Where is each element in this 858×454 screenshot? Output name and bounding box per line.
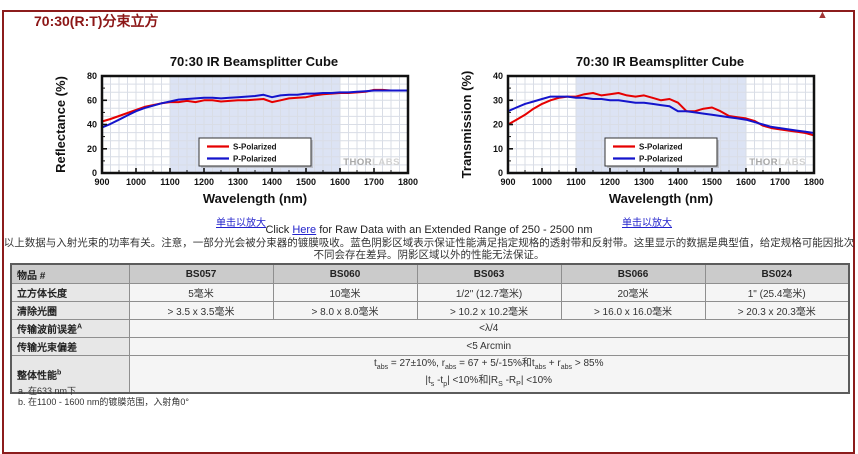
svg-text:900: 900 [94,177,109,187]
description-line-2: 不同会存在差异。阴影区域以外的性能无法保证。 [313,248,545,261]
header-bs024: BS024 [704,263,850,284]
spec-table: 物品 # BS057 BS060 BS063 BS066 BS024 立方体长度… [10,263,850,394]
reflectance-chart: 900 1000 1100 1200 1300 1400 1500 1600 1700 1800 0… [53,71,418,206]
svg-text:1300: 1300 [634,177,654,187]
reflectance-chart-title: 70:30 IR Beamsplitter Cube [169,54,339,69]
performance-formula-line-2: |ts -tp| <10%和|RS -RP| <10% [425,375,553,388]
svg-text:1800: 1800 [804,177,824,187]
svg-text:1100: 1100 [566,177,586,187]
svg-text:1600: 1600 [330,177,350,187]
svg-text:80: 80 [87,71,97,81]
header-bs063: BS063 [416,263,562,284]
footnote-a: a. 在633 nm下 [18,386,77,396]
raw-data-line: Click Here for Raw Data with an Extended… [0,224,858,236]
table-row-beam-deviation: 传输光束偏差 <5 Arcmin [10,337,850,356]
svg-text:Reflectance (%): Reflectance (%) [53,76,68,173]
description: 以上数据与入射光束的功率有关。注意，一部分光会被分束器的镀膜吸收。蓝色阴影区域表… [0,237,858,261]
raw-data-suffix: for Raw Data with an Extended Range of 2… [316,224,593,236]
raw-data-prefix: Click [265,224,293,236]
svg-text:1000: 1000 [532,177,552,187]
svg-text:Wavelength (nm): Wavelength (nm) [203,191,307,206]
cell: 1/2" (12.7毫米) [416,283,562,302]
cell: > 16.0 x 16.0毫米 [560,301,706,320]
svg-text:0: 0 [498,168,503,178]
cell: > 20.3 x 20.3毫米 [704,301,850,320]
row-label: 立方体长度 [10,283,130,302]
svg-text:1200: 1200 [194,177,214,187]
table-row-cube-length: 立方体长度 5毫米 10毫米 1/2" (12.7毫米) 20毫米 1" (25… [10,283,850,302]
cell: 10毫米 [272,283,418,302]
svg-text:0: 0 [92,168,97,178]
svg-text:1400: 1400 [262,177,282,187]
svg-text:1400: 1400 [668,177,688,187]
svg-text:P-Polarized: P-Polarized [233,155,277,164]
raw-data-link[interactable]: Here [292,224,317,236]
table-row-wavefront-error: 传输波前误差A <λ/4 [10,319,850,338]
svg-text:20: 20 [87,144,97,154]
back-to-top-icon[interactable]: ▲ [817,9,828,21]
footnotes: a. 在633 nm下 b. 在1100 - 1600 nm的镀膜范围，入射角0… [18,386,189,407]
cell-span: <5 Arcmin [128,337,850,356]
header-bs060: BS060 [272,263,418,284]
cell-span: tabs = 27±10%, rabs = 67 + 5/-15%和tabs +… [128,355,850,394]
cell: 20毫米 [560,283,706,302]
page-title: 70:30(R:T)分束立方 [34,13,159,29]
cell: > 8.0 x 8.0毫米 [272,301,418,320]
enlarge-link-reflectance[interactable]: 单击以放大 [216,218,266,229]
svg-text:THORLABS: THORLABS [343,157,400,168]
svg-text:900: 900 [500,177,515,187]
svg-text:S-Polarized: S-Polarized [639,143,683,152]
cell-span: <λ/4 [128,319,850,338]
row-label: 整体性能b [10,355,130,394]
row-label: 传输波前误差A [10,319,130,338]
description-line-1: 以上数据与入射光束的功率有关。注意，一部分光会被分束器的镀膜吸收。蓝色阴影区域表… [3,237,855,249]
header-item-number: 物品 # [10,263,130,284]
svg-text:1200: 1200 [600,177,620,187]
svg-text:1700: 1700 [364,177,384,187]
cell: > 3.5 x 3.5毫米 [128,301,274,320]
svg-text:S-Polarized: S-Polarized [233,143,277,152]
svg-text:1000: 1000 [126,177,146,187]
cell: 5毫米 [128,283,274,302]
header-bs057: BS057 [128,263,274,284]
svg-text:1300: 1300 [228,177,248,187]
row-label: 清除光圈 [10,301,130,320]
table-header-row: 物品 # BS057 BS060 BS063 BS066 BS024 [10,263,850,284]
svg-text:60: 60 [87,95,97,105]
header-bs066: BS066 [560,263,706,284]
svg-text:P-Polarized: P-Polarized [639,155,683,164]
table-row-clear-aperture: 清除光圈 > 3.5 x 3.5毫米 > 8.0 x 8.0毫米 > 10.2 … [10,301,850,320]
enlarge-link-transmission[interactable]: 单击以放大 [622,218,672,229]
svg-text:40: 40 [493,71,503,81]
svg-text:1100: 1100 [160,177,180,187]
svg-text:40: 40 [87,120,97,130]
transmission-chart-block: 70:30 IR Beamsplitter Cube 900 1000 1100 12… [458,54,836,231]
svg-text:1500: 1500 [296,177,316,187]
performance-formula-line-1: tabs = 27±10%, rabs = 67 + 5/-15%和tabs +… [374,358,604,371]
table-row-overall-performance: 整体性能b tabs = 27±10%, rabs = 67 + 5/-15%和… [10,355,850,394]
svg-text:1800: 1800 [398,177,418,187]
cell: > 10.2 x 10.2毫米 [416,301,562,320]
svg-text:1700: 1700 [770,177,790,187]
svg-text:10: 10 [493,144,503,154]
row-label: 传输光束偏差 [10,337,130,356]
svg-text:20: 20 [493,120,503,130]
cell: 1" (25.4毫米) [704,283,850,302]
svg-text:THORLABS: THORLABS [749,157,806,168]
svg-text:1600: 1600 [736,177,756,187]
transmission-chart: 900 1000 1100 1200 1300 1400 1500 1600 1700 1800 0… [459,71,824,206]
footnote-b: b. 在1100 - 1600 nm的镀膜范围，入射角0° [18,396,189,407]
svg-text:Transmission (%): Transmission (%) [459,71,474,178]
reflectance-chart-block: 70:30 IR Beamsplitter Cube 900 1000 1100 12… [52,54,430,231]
svg-text:Wavelength (nm): Wavelength (nm) [609,191,713,206]
transmission-chart-title: 70:30 IR Beamsplitter Cube [575,54,745,69]
svg-text:30: 30 [493,95,503,105]
svg-text:1500: 1500 [702,177,722,187]
